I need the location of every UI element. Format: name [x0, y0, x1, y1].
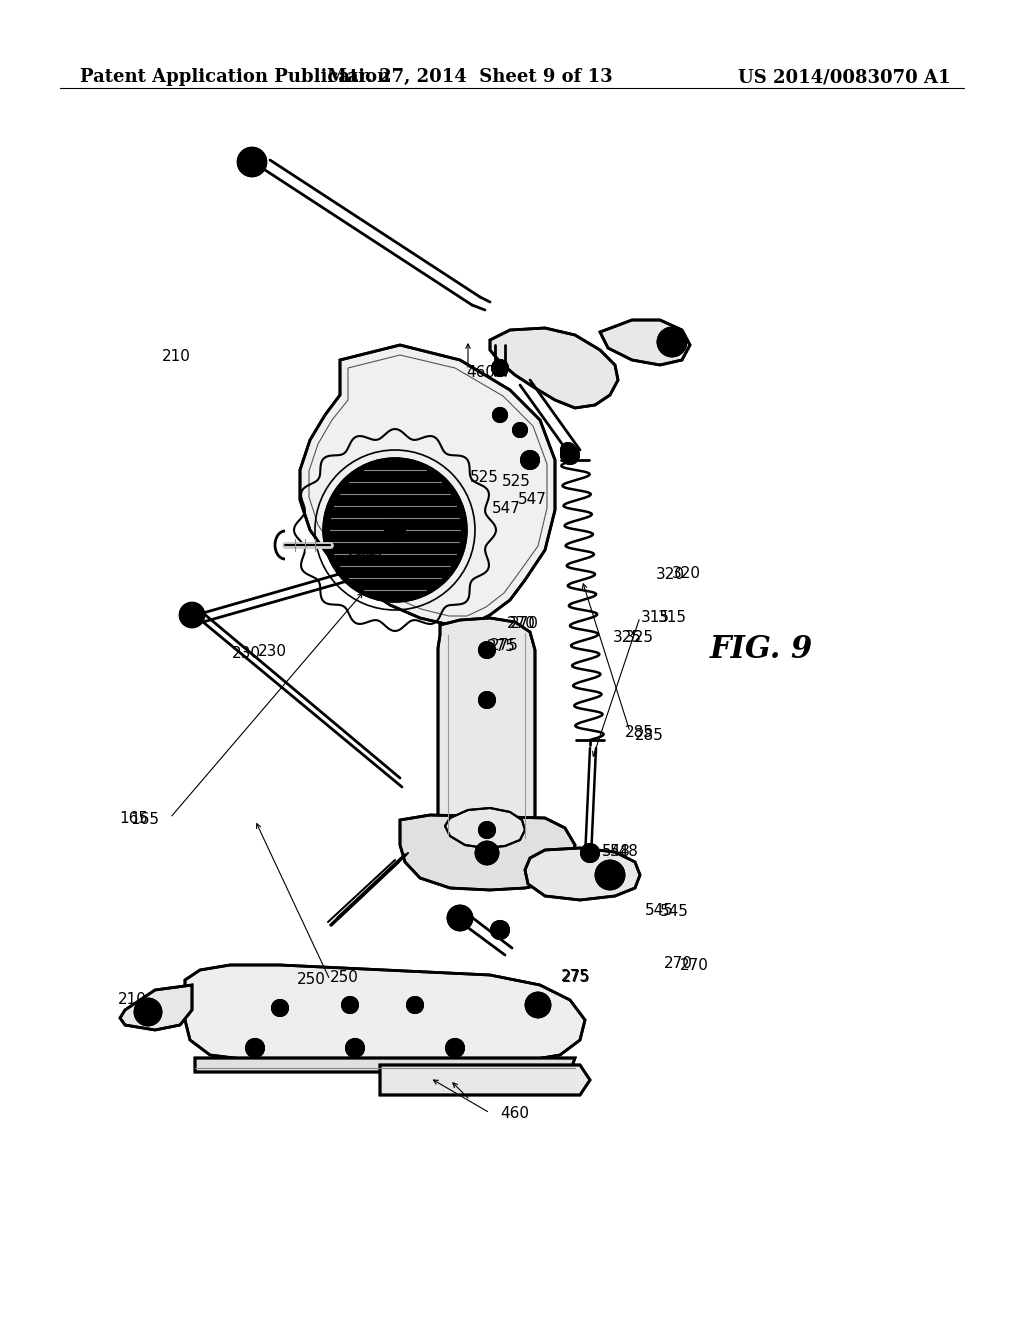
Text: 275: 275	[561, 969, 590, 985]
Text: Patent Application Publication: Patent Application Publication	[80, 69, 390, 86]
Circle shape	[342, 997, 358, 1012]
Polygon shape	[185, 965, 585, 1065]
Text: FIG. 9: FIG. 9	[710, 635, 813, 665]
Text: 230: 230	[232, 645, 261, 661]
Polygon shape	[600, 319, 690, 366]
Polygon shape	[525, 847, 640, 900]
Text: Mar. 27, 2014  Sheet 9 of 13: Mar. 27, 2014 Sheet 9 of 13	[328, 69, 612, 86]
Polygon shape	[380, 1065, 590, 1096]
Polygon shape	[438, 618, 535, 845]
Circle shape	[385, 520, 406, 540]
Text: 320: 320	[672, 566, 701, 582]
Polygon shape	[195, 1059, 575, 1072]
Text: 325: 325	[612, 630, 641, 645]
Text: 547: 547	[518, 492, 547, 507]
Circle shape	[346, 1039, 364, 1057]
Circle shape	[493, 408, 507, 422]
Text: 525: 525	[502, 474, 530, 490]
Text: 548: 548	[602, 843, 631, 859]
Text: 460: 460	[500, 1106, 529, 1121]
Circle shape	[407, 997, 423, 1012]
Circle shape	[135, 999, 161, 1026]
Text: 320: 320	[655, 566, 684, 582]
Text: 545: 545	[660, 904, 689, 920]
Text: 265: 265	[355, 544, 384, 558]
Text: 270: 270	[510, 615, 539, 631]
Circle shape	[479, 692, 495, 708]
Text: 165: 165	[120, 810, 148, 826]
Circle shape	[561, 444, 575, 457]
Text: 275: 275	[562, 970, 591, 986]
Circle shape	[272, 1001, 288, 1016]
Polygon shape	[400, 814, 575, 890]
Circle shape	[479, 642, 495, 657]
Text: 270: 270	[664, 956, 692, 972]
Text: 315: 315	[641, 610, 670, 626]
Text: 547: 547	[492, 500, 520, 516]
Circle shape	[323, 458, 467, 602]
Text: 285: 285	[625, 725, 653, 741]
Circle shape	[446, 1039, 464, 1057]
Text: 325: 325	[625, 631, 654, 645]
Circle shape	[246, 1039, 264, 1057]
Circle shape	[180, 603, 204, 627]
Text: 275: 275	[490, 638, 519, 652]
Circle shape	[596, 861, 624, 888]
Circle shape	[479, 822, 495, 838]
Polygon shape	[300, 345, 555, 624]
Text: 210: 210	[118, 993, 146, 1007]
Text: 265: 265	[348, 544, 377, 560]
Circle shape	[521, 451, 539, 469]
Text: 285: 285	[635, 727, 664, 742]
Circle shape	[238, 148, 266, 176]
Polygon shape	[445, 808, 525, 847]
Text: 525: 525	[470, 470, 499, 486]
Text: US 2014/0083070 A1: US 2014/0083070 A1	[737, 69, 950, 86]
Circle shape	[492, 360, 508, 376]
Circle shape	[513, 422, 527, 437]
Text: 230: 230	[258, 644, 287, 660]
Circle shape	[581, 843, 599, 862]
Text: 545: 545	[645, 903, 674, 919]
Text: 250: 250	[297, 972, 326, 987]
Text: 270: 270	[507, 615, 536, 631]
Text: 460: 460	[466, 364, 495, 380]
Circle shape	[658, 327, 686, 356]
Text: 548: 548	[610, 845, 639, 859]
Polygon shape	[490, 327, 618, 408]
Circle shape	[449, 906, 472, 931]
Circle shape	[526, 993, 550, 1016]
Text: 250: 250	[330, 970, 358, 986]
Circle shape	[490, 921, 509, 939]
Text: 210: 210	[162, 348, 190, 364]
Circle shape	[391, 525, 399, 535]
Polygon shape	[120, 985, 193, 1030]
Circle shape	[561, 446, 579, 465]
Text: 165: 165	[130, 813, 159, 828]
Circle shape	[476, 842, 498, 865]
Text: 270: 270	[680, 957, 709, 973]
Text: 315: 315	[658, 610, 687, 626]
Circle shape	[455, 913, 465, 923]
Circle shape	[482, 847, 492, 858]
Text: 275: 275	[486, 639, 515, 655]
